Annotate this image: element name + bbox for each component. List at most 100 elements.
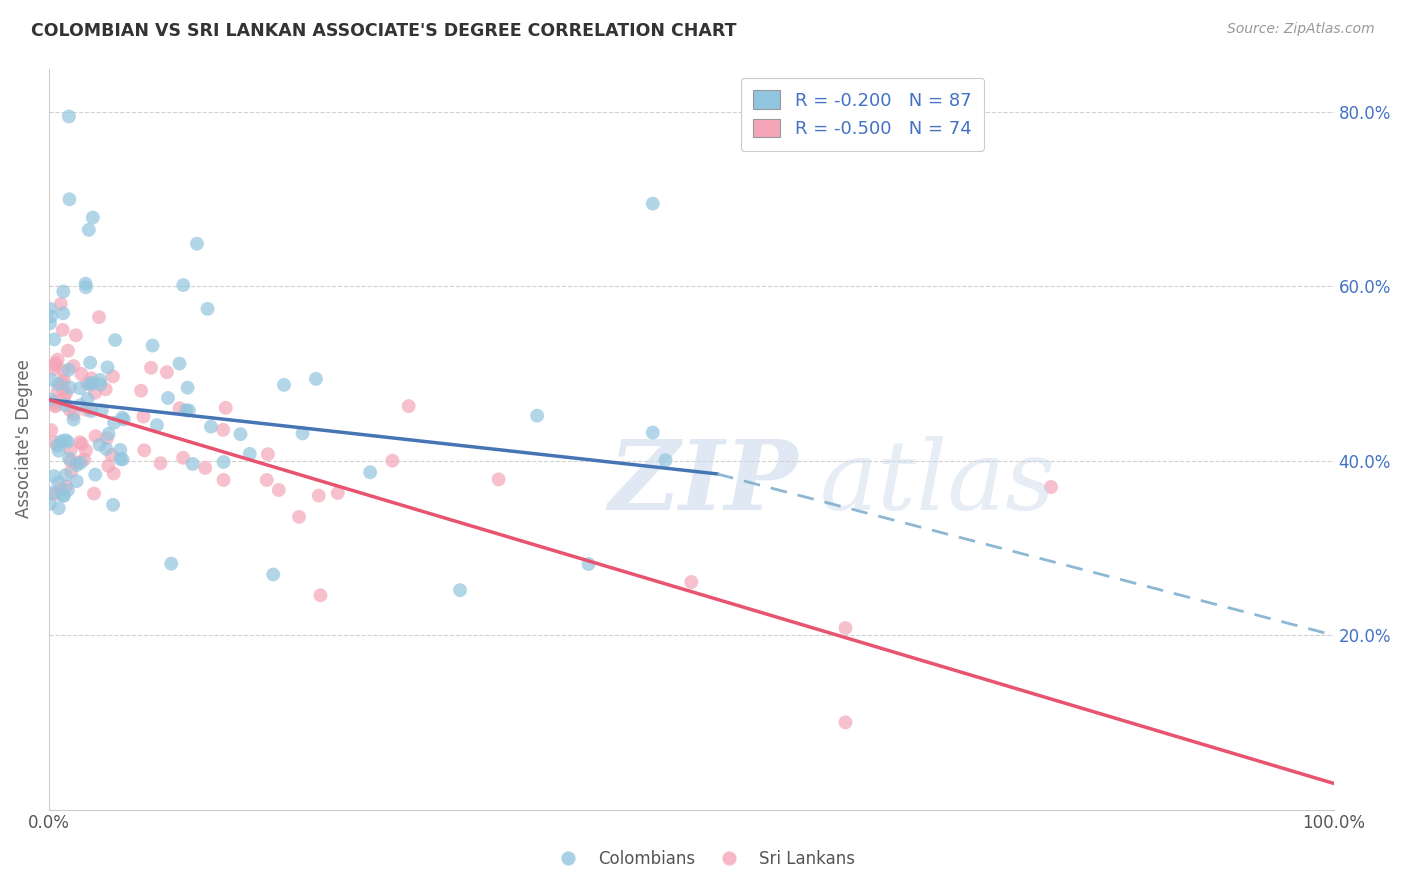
Point [46, 352, 69, 367]
Point [89, 438, 111, 452]
Point [73, 452, 96, 467]
Point [39, 497, 62, 511]
Point [194, 460, 217, 475]
Point [229, 427, 252, 442]
Point [69, 398, 91, 412]
Point [58, 192, 80, 206]
Point [52, 373, 75, 387]
Point [89, 377, 111, 392]
Point [84, 385, 107, 400]
Point [834, 715, 856, 730]
Point [55, 479, 77, 493]
Point [58, 110, 80, 124]
Point [239, 447, 262, 461]
Point [69, 381, 91, 395]
Point [56, 483, 79, 497]
Point [174, 403, 197, 417]
Point [51, 376, 73, 390]
Point [273, 377, 295, 392]
Point [44, 400, 66, 414]
Point [111, 452, 134, 467]
Point [96, 442, 118, 456]
Point [83, 486, 105, 500]
Point [169, 401, 191, 416]
Point [46, 384, 69, 398]
Point [62, 408, 84, 422]
Point [59, 381, 82, 395]
Point [79, 377, 101, 392]
Point [129, 384, 152, 398]
Point [212, 455, 235, 469]
Point [53, 398, 76, 412]
Point [212, 423, 235, 437]
Point [1040, 480, 1063, 494]
Point [172, 278, 194, 293]
Point [75, 280, 97, 294]
Point [44, 332, 66, 346]
Text: atlas: atlas [820, 436, 1056, 531]
Point [110, 452, 132, 467]
Point [80, 376, 103, 390]
Text: COLOMBIAN VS SRI LANKAN ASSOCIATE'S DEGREE CORRELATION CHART: COLOMBIAN VS SRI LANKAN ASSOCIATE'S DEGR… [31, 22, 737, 40]
Point [49, 434, 72, 449]
Point [66, 458, 89, 472]
Point [77, 223, 100, 237]
Text: Source: ZipAtlas.com: Source: ZipAtlas.com [1227, 22, 1375, 37]
Point [112, 412, 135, 426]
Point [58, 451, 80, 466]
Point [449, 583, 471, 598]
Point [80, 371, 103, 385]
Point [52, 383, 75, 397]
Point [641, 425, 664, 440]
Point [59, 443, 82, 458]
Legend: Colombians, Sri Lankans: Colombians, Sri Lankans [544, 844, 862, 875]
Point [46, 439, 69, 453]
Point [65, 328, 87, 343]
Point [39, 392, 62, 407]
Point [97, 458, 120, 473]
Point [359, 465, 381, 479]
Point [44, 394, 66, 409]
Point [197, 301, 219, 316]
Point [110, 442, 132, 457]
Point [76, 376, 98, 391]
Point [87, 310, 110, 325]
Point [654, 453, 676, 467]
Point [156, 391, 179, 405]
Point [62, 412, 84, 426]
Point [52, 323, 75, 337]
Point [291, 426, 314, 441]
Point [256, 447, 278, 461]
Point [139, 360, 162, 375]
Point [326, 486, 349, 500]
Point [55, 433, 77, 447]
Point [41, 310, 63, 324]
Point [48, 443, 70, 458]
Point [44, 362, 66, 376]
Point [142, 338, 165, 352]
Point [156, 365, 179, 379]
Point [69, 435, 91, 450]
Point [52, 306, 75, 320]
Point [309, 588, 332, 602]
Point [146, 418, 169, 433]
Point [58, 363, 80, 377]
Point [46, 475, 69, 490]
Point [52, 285, 75, 299]
Point [200, 419, 222, 434]
Point [215, 401, 238, 415]
Point [181, 457, 204, 471]
Point [96, 431, 118, 445]
Point [39, 316, 62, 330]
Legend: R = -0.200   N = 87, R = -0.500   N = 74: R = -0.200 N = 87, R = -0.500 N = 74 [741, 78, 984, 151]
Point [89, 373, 111, 387]
Point [94, 382, 117, 396]
Point [60, 465, 83, 479]
Point [176, 381, 198, 395]
Point [70, 367, 93, 381]
Point [160, 557, 183, 571]
Point [42, 469, 65, 483]
Point [82, 211, 104, 225]
Point [53, 392, 76, 406]
Point [79, 356, 101, 370]
